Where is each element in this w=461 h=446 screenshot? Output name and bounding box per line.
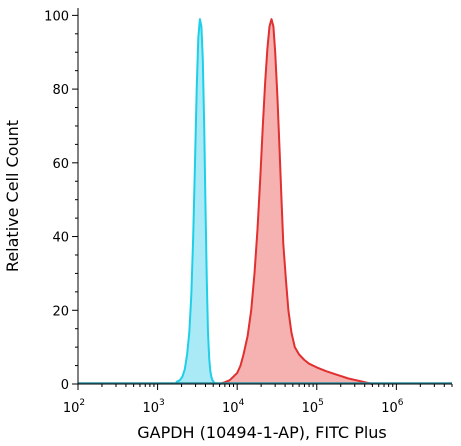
- y-tick-label: 20: [52, 304, 69, 319]
- y-tick-label: 0: [61, 378, 69, 393]
- plot-series: [78, 18, 452, 385]
- x-tick-label: 103: [142, 398, 164, 416]
- x-tick-label-base: 10: [381, 401, 398, 416]
- series-1-line: [219, 18, 373, 385]
- x-tick-label: 105: [302, 398, 324, 416]
- x-axis-title: GAPDH (10494-1-AP), FITC Plus: [137, 423, 387, 442]
- x-axis-ticks: 102 103 104 105 106: [63, 384, 453, 416]
- x-tick-label-exponent: 2: [79, 398, 85, 408]
- series-1-area: [219, 19, 373, 384]
- y-tick-label: 60: [52, 157, 69, 172]
- y-axis-ticks: 0 20 40 60 80 100: [44, 9, 78, 393]
- series-0-area: [175, 19, 216, 384]
- y-tick-label: 80: [52, 83, 69, 98]
- y-tick-label: 40: [52, 231, 69, 246]
- y-axis-title: Relative Cell Count: [3, 120, 22, 272]
- x-tick-label-exponent: 6: [398, 398, 404, 408]
- x-tick-label-base: 10: [142, 401, 159, 416]
- x-tick-label-base: 10: [302, 401, 319, 416]
- x-tick-label: 106: [381, 398, 404, 416]
- x-tick-label: 104: [222, 398, 245, 416]
- x-tick-label-base: 10: [222, 401, 239, 416]
- x-tick-label-exponent: 5: [318, 398, 324, 408]
- y-tick-label: 100: [44, 9, 69, 24]
- x-tick-label-exponent: 4: [239, 398, 245, 408]
- x-tick-label-exponent: 3: [159, 398, 165, 408]
- x-tick-label-base: 10: [63, 401, 80, 416]
- series-0-line: [175, 18, 217, 385]
- x-tick-label: 102: [63, 398, 85, 416]
